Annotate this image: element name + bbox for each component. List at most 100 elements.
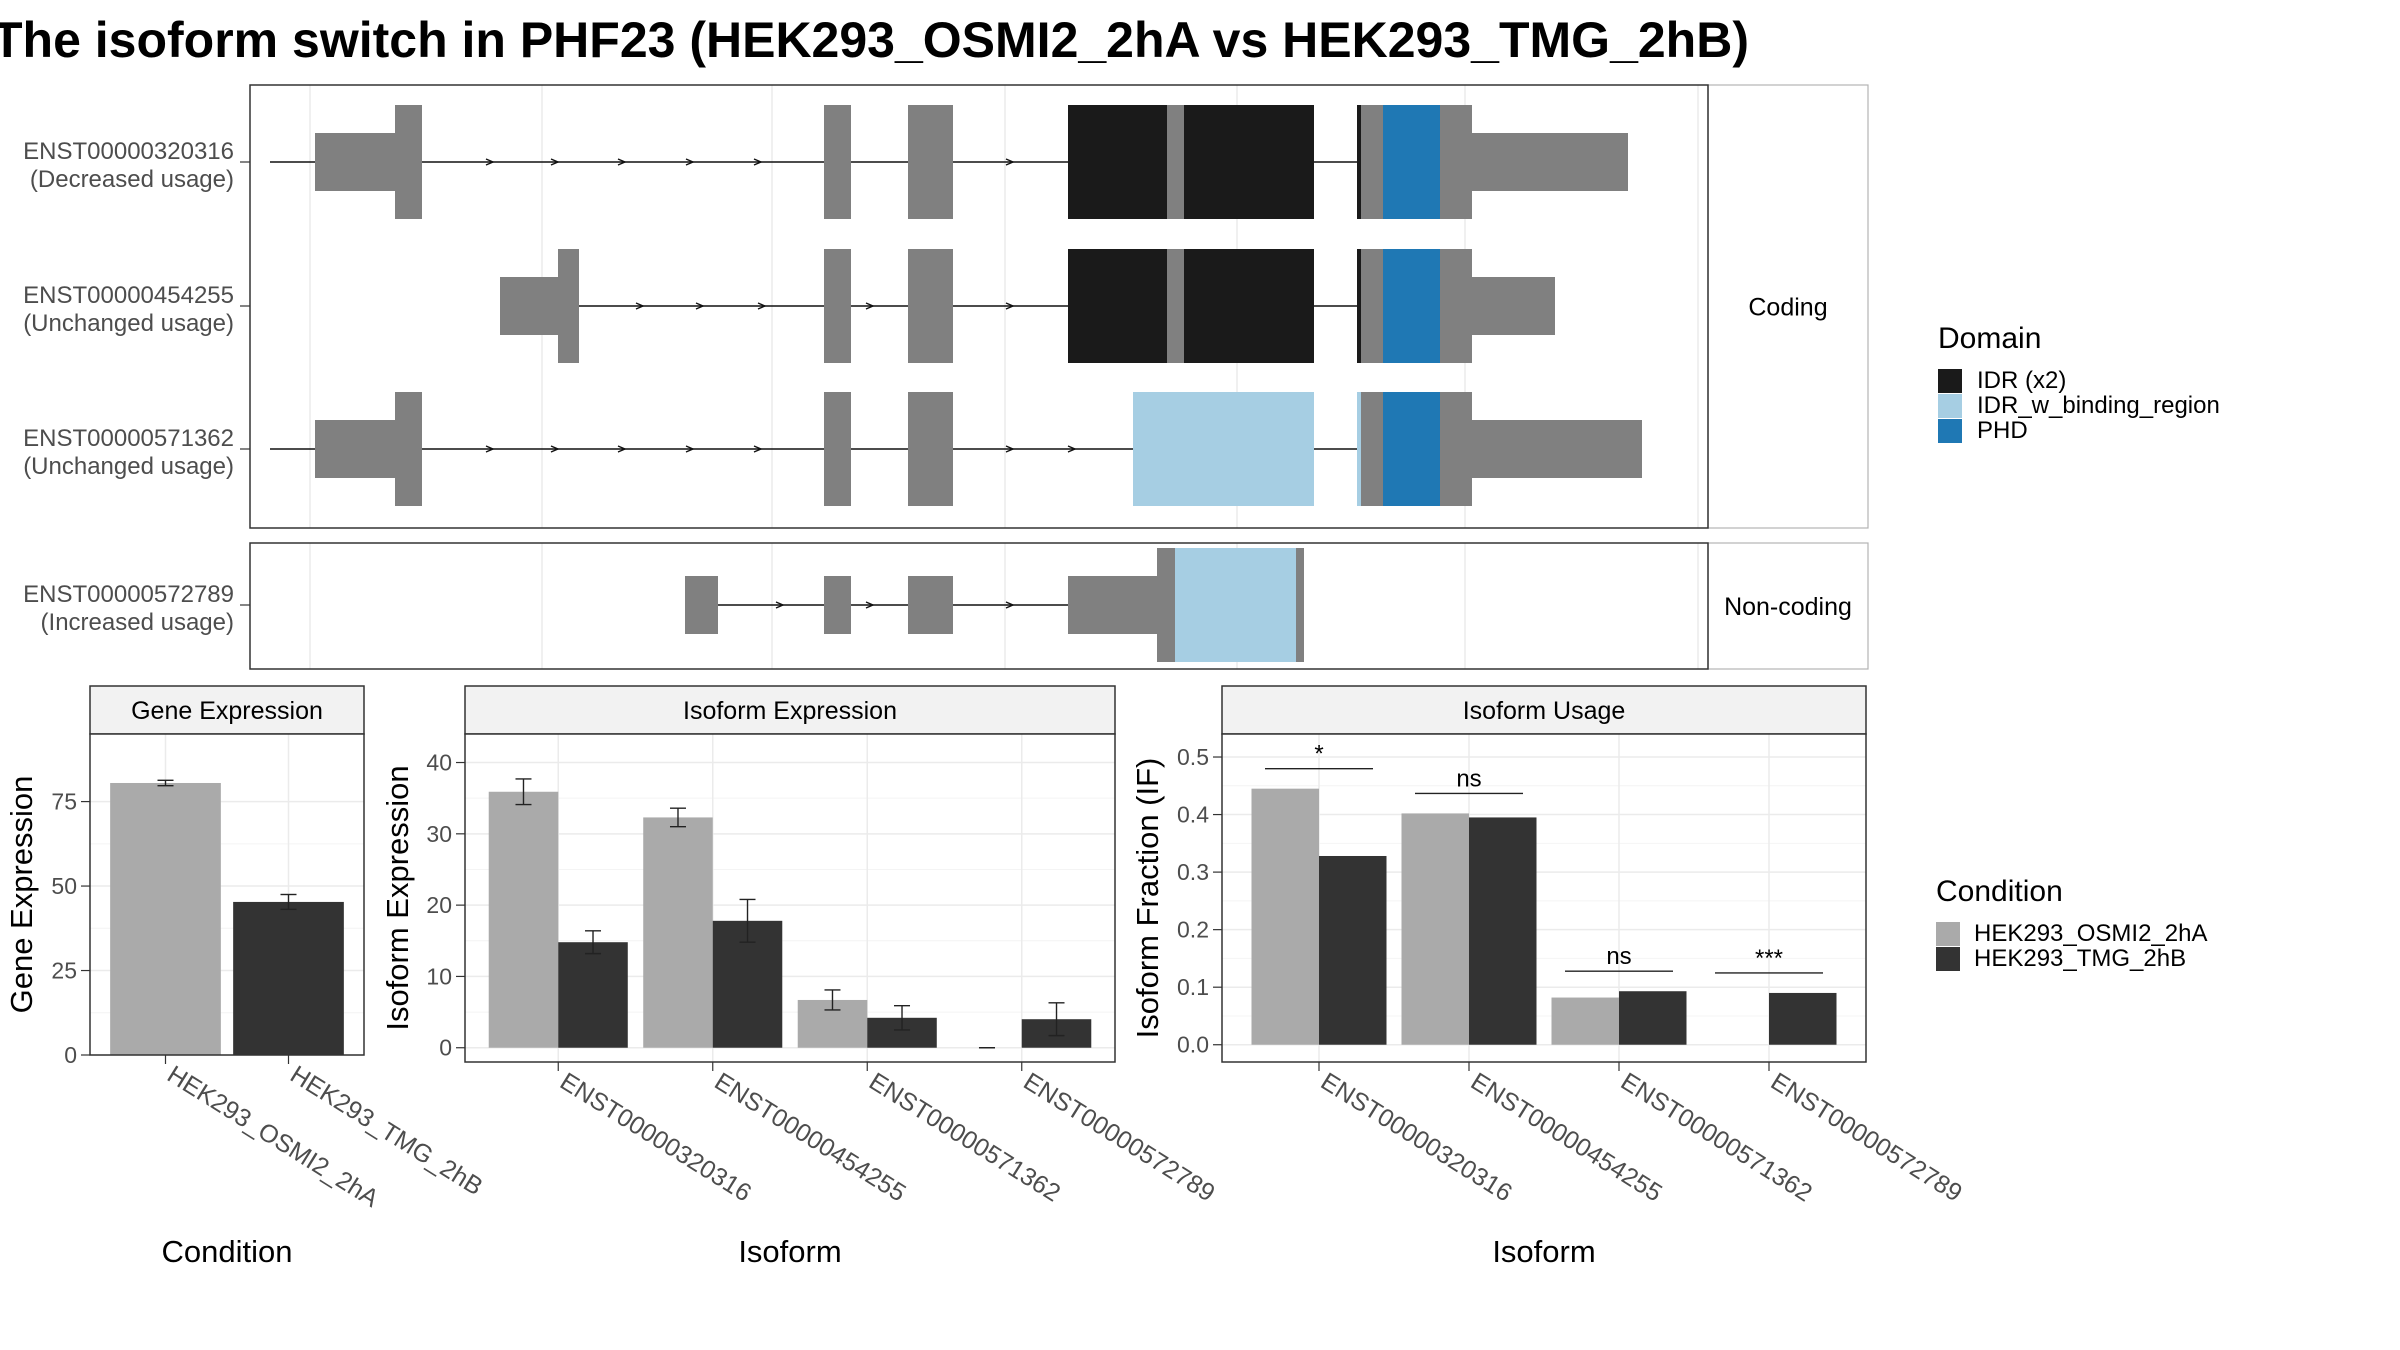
condition-legend-label: HEK293_TMG_2hB [1974,945,2186,972]
bar [1469,817,1537,1045]
condition-legend-key [1936,947,1960,971]
x-axis-title: Condition [162,1234,293,1269]
domain-phd [1383,249,1440,363]
domain-idr-w-binding-region [1357,392,1361,506]
y-tick-label: 0.2 [1177,917,1209,943]
transcript-usage-label: (Decreased usage) [30,166,234,193]
y-tick-label: 0 [64,1042,77,1068]
intron-arrow [617,445,627,453]
exon [1296,548,1304,662]
x-tick-label: HEK293_TMG_2hB [285,1060,487,1201]
figure-title: The isoform switch in PHF23 (HEK293_OSMI… [0,12,1749,68]
domain-legend-label: PHD [1977,417,2028,444]
y-tick-label: 0.1 [1177,974,1209,1000]
intron-arrow [1005,158,1015,166]
intron-arrow [1067,445,1077,453]
gene-structure-panel: Coding Non-coding ENST00000320316(Decrease… [23,84,1869,670]
panel-strip-title: Isoform Expression [683,697,897,725]
exon [1472,420,1642,478]
exon [1440,105,1472,219]
transcript-usage-label: (Increased usage) [41,609,234,636]
exon [395,105,422,219]
bar [558,942,628,1048]
plot-border [1221,733,1867,1063]
exon [395,392,422,506]
intron-arrow [753,445,763,453]
intron-arrow [485,445,495,453]
intron-arrow [1005,601,1015,609]
domain-legend-title: Domain [1938,322,2041,355]
exon [1361,249,1383,363]
domain-idr-x2- [1068,249,1167,363]
y-tick-label: 75 [51,789,77,815]
exon [908,105,953,219]
intron-arrow [635,302,645,310]
intron-arrow [485,158,495,166]
y-tick-label: 30 [426,821,452,847]
significance-label: ns [1456,765,1481,792]
panel-strip [89,685,365,735]
transcript-usage-label: (Unchanged usage) [23,310,234,337]
y-tick-label: 0.4 [1177,802,1209,828]
domain-phd [1383,105,1440,219]
gene-expression-chart: Gene Expression 0 25 50 75 HEK293_OSMI2_2hAHE… [4,685,488,1269]
transcript-ENST00000320316: ENST00000320316(Decreased usage) [23,105,1628,219]
intron-arrow [695,302,705,310]
y-tick-label: 10 [426,963,452,989]
intron-arrow [685,445,695,453]
intron-arrow [865,601,875,609]
y-tick-label: 25 [51,958,77,984]
bar [110,782,221,1055]
y-axis-title: Isoform Expression [380,765,415,1030]
exon [908,392,953,506]
x-axis-title: Isoform [738,1234,841,1269]
exon [1472,277,1555,335]
y-tick-label: 20 [426,892,452,918]
significance-label: * [1314,741,1323,768]
exon [1472,133,1628,191]
domain-legend-label: IDR_w_binding_region [1977,392,2220,419]
intron-arrow [550,445,560,453]
domain-idr-x2- [1357,249,1361,363]
exon [824,105,851,219]
domain-phd [1383,392,1440,506]
panel-strip-title: Gene Expression [131,697,323,725]
x-axis-title: Isoform [1492,1234,1595,1269]
transcript-id-label: ENST00000571362 [23,425,234,452]
exon [1167,249,1184,363]
transcript-ENST00000571362: ENST00000571362(Unchanged usage) [23,392,1642,506]
condition-legend-label: HEK293_OSMI2_2hA [1974,920,2207,947]
exon [1361,392,1383,506]
transcript-id-label: ENST00000320316 [23,138,234,165]
structure-panel-border [249,542,1709,670]
y-tick-label: 50 [51,873,77,899]
bar [643,817,713,1048]
domain-idr-w-binding-region [1175,548,1296,662]
plot-border [89,733,365,1056]
x-tick-label: HEK293_OSMI2_2hA [162,1060,383,1213]
domain-legend-key [1938,394,1962,418]
y-tick-label: 0 [439,1035,452,1061]
exon [315,420,395,478]
exon [908,576,953,634]
bar [1619,991,1687,1045]
exon [908,249,953,363]
domain-idr-w-binding-region [1133,392,1314,506]
y-tick-label: 40 [426,750,452,776]
domain-legend-label: IDR (x2) [1977,367,2066,394]
intron-arrow [1005,445,1015,453]
bar [1401,813,1469,1045]
significance-label: ns [1606,943,1631,970]
structure-panel-background [250,543,1708,669]
bar [1251,788,1319,1045]
panel-strip [1221,685,1867,735]
y-tick-label: 0.0 [1177,1032,1209,1058]
domain-idr-x2- [1357,105,1361,219]
exon [1068,576,1157,634]
y-tick-label: 0.5 [1177,744,1209,770]
intron-arrow [865,302,875,310]
exon [558,249,579,363]
exon [685,576,718,634]
intron-arrow [757,302,767,310]
